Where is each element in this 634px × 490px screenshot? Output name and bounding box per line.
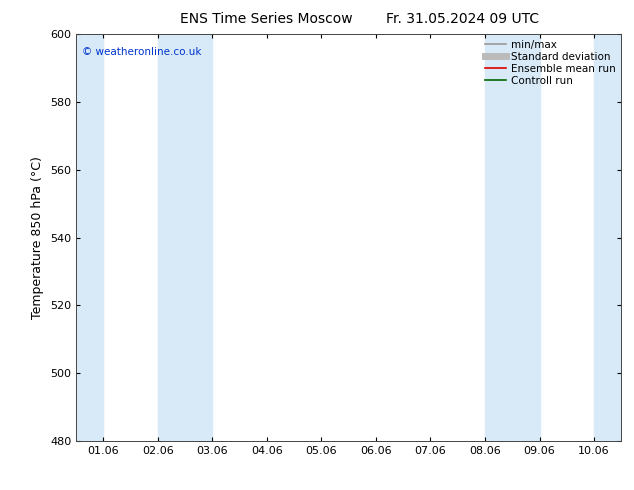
Bar [485,34,540,441]
Bar [594,34,621,441]
Bar [76,34,103,441]
Text: Fr. 31.05.2024 09 UTC: Fr. 31.05.2024 09 UTC [386,12,540,26]
Bar [158,34,212,441]
Legend: min/max, Standard deviation, Ensemble mean run, Controll run: min/max, Standard deviation, Ensemble me… [485,40,616,86]
Y-axis label: Temperature 850 hPa (°C): Temperature 850 hPa (°C) [32,156,44,319]
Text: ENS Time Series Moscow: ENS Time Series Moscow [180,12,353,26]
Text: © weatheronline.co.uk: © weatheronline.co.uk [82,47,201,56]
